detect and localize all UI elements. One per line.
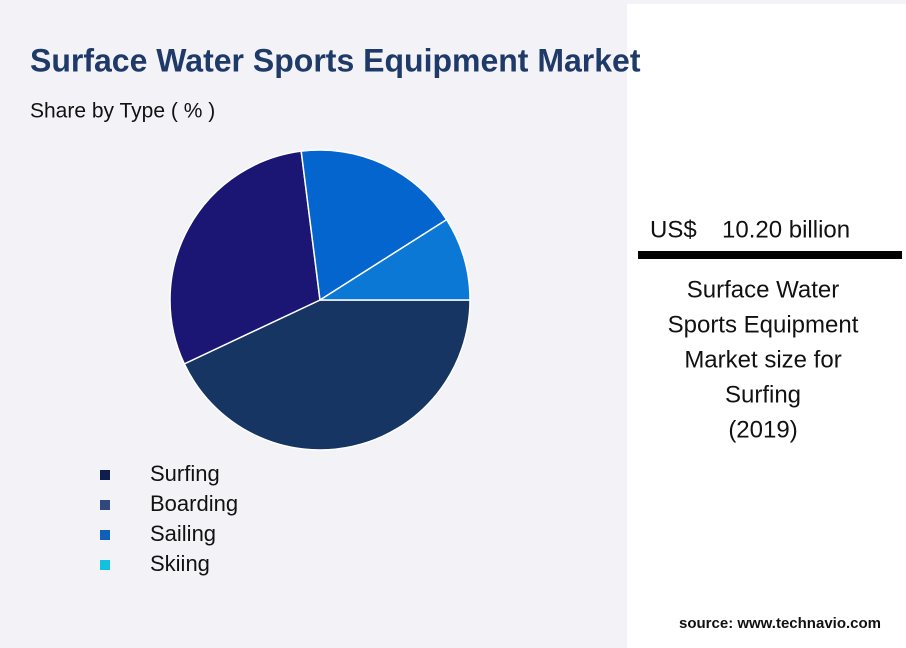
callout-description: Sports Equipment	[668, 311, 859, 338]
chart-title: Surface Water Sports Equipment Market	[30, 42, 641, 78]
callout-amount: 10.20 billion	[722, 216, 850, 243]
legend-label: Skiing	[150, 551, 210, 576]
legend-label: Surfing	[150, 461, 220, 486]
callout-rule	[638, 251, 902, 259]
callout-description: (2019)	[728, 416, 797, 443]
legend-marker	[100, 500, 110, 510]
pie-slice	[169, 150, 321, 365]
callout-description: Surfing	[725, 381, 801, 408]
legend-label: Boarding	[150, 491, 238, 516]
pie-slice	[183, 299, 471, 451]
legend-marker	[100, 470, 110, 480]
legend-label: Sailing	[150, 521, 216, 546]
pie-slice	[300, 149, 448, 302]
callout-description: Market size for	[684, 346, 841, 373]
chart-subtitle: Share by Type ( % )	[30, 100, 215, 123]
callout-description: Surface Water	[687, 276, 840, 303]
callout-panel	[627, 4, 906, 648]
source: source: www.technavio.com	[679, 615, 881, 632]
legend-marker	[100, 530, 110, 540]
legend-marker	[100, 560, 110, 570]
callout-currency: US$	[650, 216, 697, 243]
pie-slice	[317, 218, 471, 301]
